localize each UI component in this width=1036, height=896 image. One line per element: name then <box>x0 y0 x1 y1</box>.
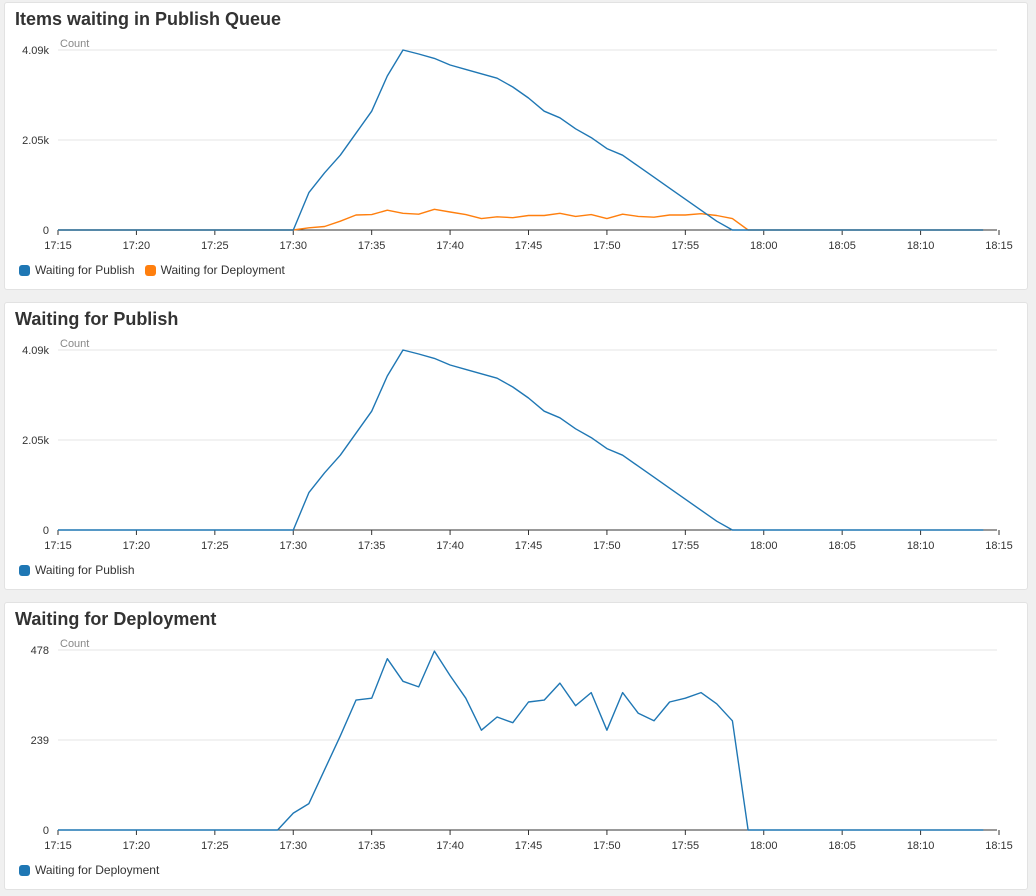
x-tick-label: 17:45 <box>515 840 543 852</box>
x-tick-label: 17:15 <box>44 840 72 852</box>
series-line-waiting-for-publish <box>58 49 984 231</box>
y-tick-label: 4.09k <box>22 345 49 357</box>
legend-item[interactable]: Waiting for Publish <box>19 263 135 277</box>
y-tick-label: 2.05k <box>22 435 49 447</box>
chart-legend: Waiting for Publish <box>19 563 145 577</box>
legend-swatch <box>19 264 30 276</box>
x-tick-label: 18:05 <box>828 240 856 252</box>
x-tick-label: 18:15 <box>985 240 1013 252</box>
x-tick-label: 17:45 <box>515 240 543 252</box>
chart-panel-waiting-for-deployment: Waiting for Deployment 0 239 478 Count 17:15… <box>4 602 1028 890</box>
x-tick-label: 17:30 <box>279 240 307 252</box>
x-tick-label: 18:15 <box>985 840 1013 852</box>
y-tick-label: 478 <box>31 645 49 657</box>
legend-item[interactable]: Waiting for Deployment <box>19 863 159 877</box>
chart-panel-waiting-for-publish: Waiting for Publish 0 2.05k 4.09k Count 17:1… <box>4 302 1028 590</box>
y-tick-label: 239 <box>31 735 49 747</box>
chart-svg: 0 2.05k 4.09k Count 17:15 17:20 17:25 17:30 17:3… <box>22 38 1013 252</box>
x-tick-label: 17:40 <box>436 540 464 552</box>
y-axis-label: Count <box>60 338 89 350</box>
y-axis-label: Count <box>60 638 89 650</box>
y-tick-label: 2.05k <box>22 135 49 147</box>
chart-title: Waiting for Deployment <box>15 609 217 629</box>
x-tick-label: 17:25 <box>201 540 229 552</box>
y-tick-label: 0 <box>43 825 49 837</box>
x-tick-label: 17:55 <box>672 540 700 552</box>
x-tick-label: 18:05 <box>828 540 856 552</box>
legend-swatch <box>19 864 30 876</box>
legend-item[interactable]: Waiting for Publish <box>19 563 135 577</box>
chart-panel-publish-queue: Items waiting in Publish Queue 0 2.05k 4.0… <box>4 2 1028 290</box>
chart-title: Waiting for Publish <box>15 309 179 329</box>
legend-swatch <box>144 264 156 276</box>
x-tick-label: 17:35 <box>358 540 386 552</box>
x-tick-label: 17:35 <box>358 240 386 252</box>
series-line-waiting-for-deployment <box>58 208 984 231</box>
chart-svg: 0 239 478 Count 17:15 17:20 17:25 17:30 17:35 17:… <box>31 638 1013 852</box>
x-tick-label: 17:15 <box>44 240 72 252</box>
x-tick-label: 17:45 <box>515 540 543 552</box>
legend-item[interactable]: Waiting for Deployment <box>144 263 285 277</box>
x-tick-label: 17:15 <box>44 540 72 552</box>
x-tick-label: 17:50 <box>593 840 621 852</box>
chart-title: Items waiting in Publish Queue <box>15 9 282 29</box>
x-tick-label: 17:20 <box>123 240 151 252</box>
x-tick-label: 17:50 <box>593 540 621 552</box>
x-tick-label: 18:10 <box>907 840 935 852</box>
x-tick-label: 17:30 <box>279 840 307 852</box>
x-tick-label: 17:25 <box>201 840 229 852</box>
chart-legend: Waiting for Deployment <box>19 863 169 877</box>
x-tick-label: 18:15 <box>985 540 1013 552</box>
x-tick-label: 18:05 <box>828 840 856 852</box>
x-tick-label: 18:00 <box>750 240 778 252</box>
x-tick-label: 17:40 <box>436 840 464 852</box>
x-tick-label: 18:00 <box>750 840 778 852</box>
legend-label: Waiting for Deployment <box>160 263 285 277</box>
x-tick-label: 17:30 <box>279 540 307 552</box>
x-tick-label: 17:55 <box>672 840 700 852</box>
y-tick-label: 0 <box>43 525 49 537</box>
x-tick-label: 17:20 <box>123 840 151 852</box>
legend-label: Waiting for Publish <box>35 563 135 577</box>
y-tick-label: 0 <box>43 225 49 237</box>
x-tick-label: 17:25 <box>201 240 229 252</box>
y-axis-label: Count <box>60 38 89 50</box>
legend-label: Waiting for Publish <box>35 263 135 277</box>
chart-legend: Waiting for Publish Waiting for Deploymen… <box>19 263 295 277</box>
y-tick-label: 4.09k <box>22 45 49 57</box>
series-line-waiting-for-deployment <box>58 650 984 831</box>
x-tick-label: 18:10 <box>907 240 935 252</box>
x-tick-label: 18:10 <box>907 540 935 552</box>
x-tick-label: 17:40 <box>436 240 464 252</box>
x-tick-label: 17:50 <box>593 240 621 252</box>
x-tick-label: 17:20 <box>123 540 151 552</box>
x-tick-label: 17:35 <box>358 840 386 852</box>
series-line-waiting-for-publish <box>58 349 984 531</box>
x-tick-label: 17:55 <box>672 240 700 252</box>
x-tick-label: 18:00 <box>750 540 778 552</box>
chart-svg: 0 2.05k 4.09k Count 17:15 17:20 17:25 17:30 17:3… <box>22 338 1013 552</box>
legend-label: Waiting for Deployment <box>35 863 160 877</box>
legend-swatch <box>19 564 30 576</box>
